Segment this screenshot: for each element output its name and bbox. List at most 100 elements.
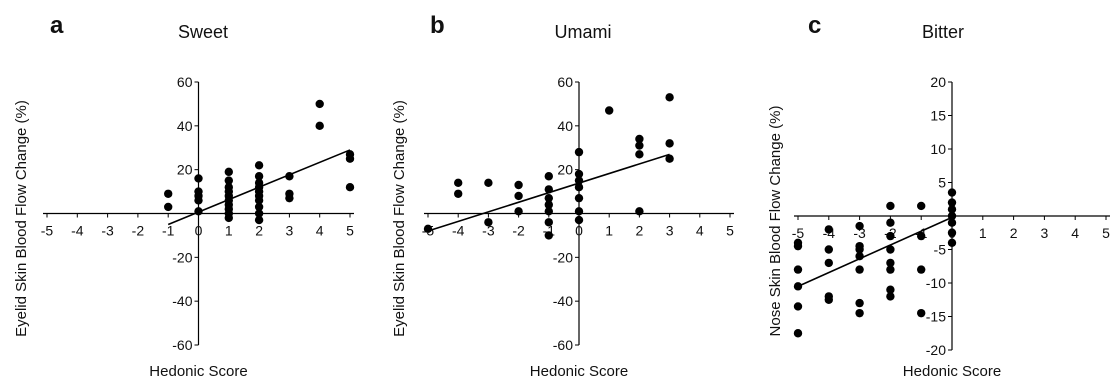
data-point: [824, 295, 833, 304]
chart-title: Sweet: [178, 22, 228, 42]
x-tick-label: 2: [255, 223, 263, 239]
data-point: [574, 207, 584, 216]
x-axis-label: Hedonic Score: [149, 363, 247, 380]
data-point: [544, 185, 553, 194]
data-point: [254, 209, 264, 218]
x-tick-label: -1: [162, 223, 175, 239]
data-point: [947, 198, 957, 207]
data-point: [917, 265, 926, 274]
data-point: [793, 302, 803, 311]
x-tick-label: 5: [346, 223, 354, 239]
data-point: [917, 231, 926, 241]
data-point: [886, 231, 895, 241]
y-tick-label: -40: [172, 293, 192, 309]
y-tick-label: -20: [553, 249, 573, 265]
data-point: [635, 207, 644, 216]
y-tick-label: -15: [926, 309, 946, 325]
data-point: [947, 188, 957, 197]
data-point: [793, 241, 803, 251]
x-tick-label: 4: [316, 223, 324, 239]
x-axis-label: Hedonic Score: [530, 363, 628, 380]
y-tick-label: 10: [930, 141, 946, 157]
x-tick-label: 3: [666, 223, 674, 239]
data-point: [793, 265, 803, 274]
data-point: [574, 215, 584, 225]
data-point: [194, 207, 203, 216]
x-tick-label: 1: [979, 225, 987, 241]
data-point: [345, 183, 355, 192]
chart-title: Umami: [555, 22, 612, 42]
data-point: [886, 285, 895, 294]
data-point: [544, 200, 553, 209]
data-point: [164, 189, 173, 198]
data-point: [855, 308, 864, 318]
data-point: [224, 213, 233, 223]
data-point: [544, 207, 553, 216]
data-point: [224, 167, 233, 177]
data-point: [855, 221, 864, 231]
y-tick-label: 15: [930, 108, 946, 124]
data-point: [886, 245, 895, 254]
data-point: [164, 202, 173, 212]
y-tick-label: 40: [177, 118, 193, 134]
data-point: [484, 218, 493, 227]
y-tick-label: 20: [930, 74, 946, 90]
data-point: [254, 172, 264, 181]
data-point: [665, 139, 674, 148]
data-point: [824, 258, 833, 268]
data-point: [254, 196, 264, 205]
data-point: [574, 183, 584, 192]
data-point: [574, 176, 584, 185]
y-tick-label: 20: [177, 162, 193, 178]
data-point: [254, 161, 264, 170]
y-tick-label: -20: [926, 342, 946, 358]
data-point: [315, 99, 324, 109]
data-point: [514, 191, 523, 201]
x-tick-label: 5: [726, 223, 734, 239]
x-tick-label: -2: [132, 223, 145, 239]
data-point: [793, 329, 803, 338]
data-point: [886, 292, 895, 301]
y-tick-label: 60: [177, 74, 193, 90]
data-point: [574, 147, 584, 157]
data-point: [574, 193, 584, 203]
x-tick-label: -4: [71, 223, 84, 239]
data-point: [665, 93, 674, 102]
data-point: [947, 205, 957, 214]
data-point: [514, 207, 523, 216]
data-point: [793, 282, 803, 291]
data-point: [544, 218, 553, 227]
x-tick-label: 3: [1041, 225, 1049, 241]
data-point: [665, 154, 674, 163]
data-point: [886, 258, 895, 268]
x-tick-label: 4: [696, 223, 704, 239]
data-point: [315, 121, 324, 131]
data-point: [886, 265, 895, 274]
x-tick-label: 1: [605, 223, 613, 239]
x-axis-label: Hedonic Score: [903, 363, 1001, 380]
panel-letter: a: [50, 12, 64, 39]
x-tick-label: 4: [1071, 225, 1079, 241]
y-axis-label: Eyelid Skin Blood Flow Change (%): [13, 100, 30, 337]
data-point: [886, 218, 895, 227]
x-tick-label: -3: [101, 223, 114, 239]
data-point: [947, 211, 957, 221]
chart-title: Bitter: [922, 22, 964, 42]
y-tick-label: 40: [557, 118, 573, 134]
data-point: [917, 308, 926, 318]
x-tick-label: 3: [286, 223, 294, 239]
data-point: [605, 106, 614, 115]
y-axis-label: Eyelid Skin Blood Flow Change (%): [391, 100, 408, 337]
data-point: [254, 215, 264, 225]
panel-letter: b: [430, 12, 445, 39]
data-point: [254, 202, 264, 212]
data-point: [285, 172, 294, 181]
data-point: [454, 178, 463, 188]
data-point: [886, 201, 895, 211]
data-point: [824, 245, 833, 254]
data-point: [544, 231, 553, 240]
y-tick-label: -60: [172, 337, 192, 353]
x-tick-label: -5: [792, 225, 805, 241]
scatter-panel-c: cBitter-5-4-3-2-1012345-20-15-10-5510152…: [767, 12, 1110, 380]
